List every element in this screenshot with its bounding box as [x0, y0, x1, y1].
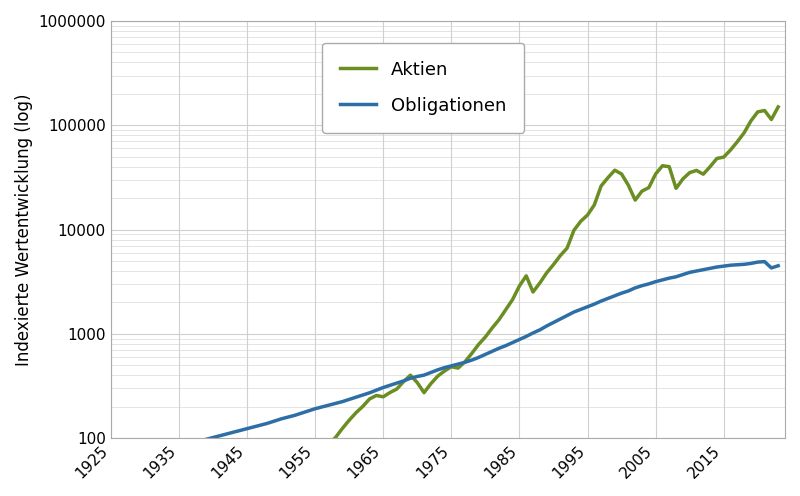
Obligationen — [481, 352, 490, 358]
Line: Aktien: Aktien — [118, 107, 778, 496]
Obligationen — [528, 330, 538, 336]
Obligationen — [113, 462, 122, 468]
Obligationen — [774, 263, 783, 269]
Aktien — [487, 325, 497, 331]
Obligationen — [154, 450, 163, 456]
Obligationen — [617, 290, 626, 296]
Obligationen — [426, 370, 436, 375]
Aktien — [774, 104, 783, 110]
Aktien — [433, 373, 442, 379]
Obligationen — [167, 446, 177, 452]
Aktien — [535, 280, 545, 286]
Legend: Aktien, Obligationen: Aktien, Obligationen — [322, 43, 524, 133]
Y-axis label: Indexierte Wertentwicklung (log): Indexierte Wertentwicklung (log) — [15, 93, 33, 366]
Line: Obligationen: Obligationen — [118, 261, 778, 465]
Aktien — [623, 182, 633, 188]
Obligationen — [760, 258, 770, 264]
